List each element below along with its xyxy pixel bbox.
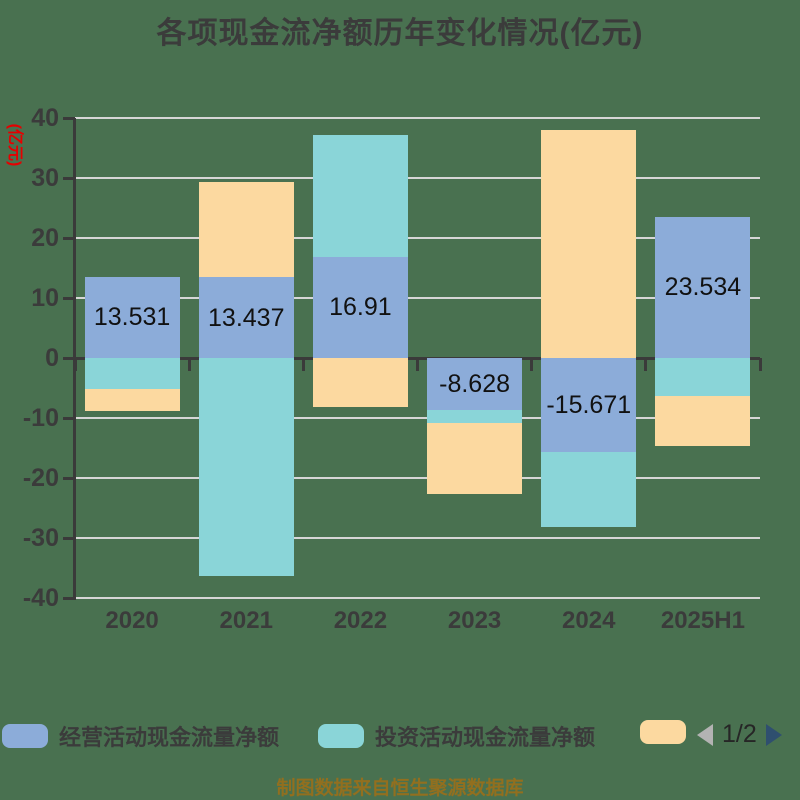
y-axis-tick	[63, 236, 75, 240]
x-axis-label: 2024	[562, 607, 616, 634]
bar-segment-2021-series2	[198, 181, 294, 278]
legend-label-operating: 经营活动现金流量净额	[59, 725, 280, 750]
x-axis-tick	[416, 358, 419, 371]
bar-segment-2022-series0	[312, 256, 408, 358]
gridline	[75, 417, 760, 419]
bar-segment-2025H1-series2	[655, 395, 751, 446]
x-axis-tick	[758, 358, 762, 371]
y-axis-line	[73, 118, 76, 600]
gridline	[75, 597, 760, 599]
y-axis-tick	[63, 416, 75, 420]
bar-segment-2020-series2	[84, 389, 180, 412]
bar-segment-2023-series1	[427, 409, 523, 423]
bar-value-label: 23.534	[664, 273, 742, 302]
gridline	[75, 477, 760, 479]
bar-segment-2024-series2	[541, 130, 637, 358]
x-axis-tick	[644, 358, 648, 371]
bar-segment-2021-series0	[198, 277, 294, 358]
y-axis-tick-label: 20	[31, 224, 59, 252]
legend-item-third[interactable]	[640, 720, 686, 744]
x-axis-label: 2023	[447, 607, 502, 634]
bar-segment-2023-series2	[427, 422, 523, 494]
bar-value-label: 13.531	[93, 303, 171, 332]
pager-text: 1/2	[722, 720, 757, 748]
bar-segment-2020-series0	[84, 276, 180, 358]
bar-segment-2025H1-series0	[655, 216, 751, 358]
y-axis-tick	[63, 296, 75, 300]
y-axis-tick	[63, 116, 75, 120]
gridline	[75, 117, 760, 119]
bar-segment-2024-series1	[541, 452, 637, 528]
bar-segment-2024-series0	[541, 358, 637, 453]
x-axis-label: 2021	[219, 607, 273, 634]
legend-item-investing[interactable]: 投资活动现金流量净额	[318, 720, 595, 752]
legend-item-operating[interactable]: 经营活动现金流量净额	[2, 720, 279, 752]
bar-value-label: 16.91	[329, 293, 392, 322]
x-axis-tick	[301, 358, 305, 371]
bar-segment-2025H1-series1	[655, 358, 751, 396]
bar-segment-2022-series2	[312, 358, 408, 408]
y-axis-tick-label: -10	[22, 404, 59, 432]
legend-swatch-operating-icon	[2, 724, 48, 748]
bar-segment-2023-series0	[427, 358, 523, 410]
pager-prev-icon[interactable]	[697, 723, 713, 746]
bar-value-label: -8.628	[439, 369, 511, 398]
legend-swatch-third-icon	[640, 720, 686, 744]
gridline	[75, 297, 760, 299]
y-axis-tick	[63, 356, 75, 360]
y-axis-tick-label: -40	[22, 584, 59, 612]
gridline	[75, 177, 760, 179]
x-axis-label: 2022	[333, 607, 388, 634]
legend-swatch-investing-icon	[318, 724, 364, 748]
y-axis-tick	[63, 476, 75, 480]
x-axis-tick	[187, 358, 191, 371]
y-axis-tick	[63, 596, 75, 600]
x-axis-label: 2025H1	[660, 607, 745, 634]
bar-segment-2020-series1	[84, 358, 180, 390]
pager-next-icon[interactable]	[765, 723, 782, 746]
bar-value-label: -15.671	[546, 391, 632, 419]
y-axis-tick-label: 0	[45, 344, 59, 372]
chart-title: 各项现金流净额历年变化情况(亿元)	[156, 17, 644, 50]
y-axis-tick	[63, 536, 75, 540]
bar-segment-2022-series1	[312, 134, 408, 257]
y-axis-tick-label: 40	[31, 104, 59, 132]
bar-value-label: 13.437	[208, 303, 285, 332]
y-axis-tick-label: 30	[31, 164, 59, 192]
x-axis-label: 2020	[105, 607, 159, 634]
y-axis-tick	[63, 176, 75, 180]
x-axis-tick	[530, 358, 534, 371]
legend-pager: 1/2	[697, 720, 782, 749]
gridline	[75, 237, 760, 239]
y-axis-tick-label: -20	[22, 464, 59, 492]
y-axis-tick-label: 10	[31, 284, 59, 312]
y-axis-tick-label: -30	[22, 524, 59, 552]
legend-label-investing: 投资活动现金流量净额	[375, 725, 596, 750]
data-source-note: 制图数据来自恒生聚源数据库	[276, 778, 524, 799]
gridline	[75, 537, 760, 539]
bar-segment-2021-series1	[198, 358, 294, 576]
